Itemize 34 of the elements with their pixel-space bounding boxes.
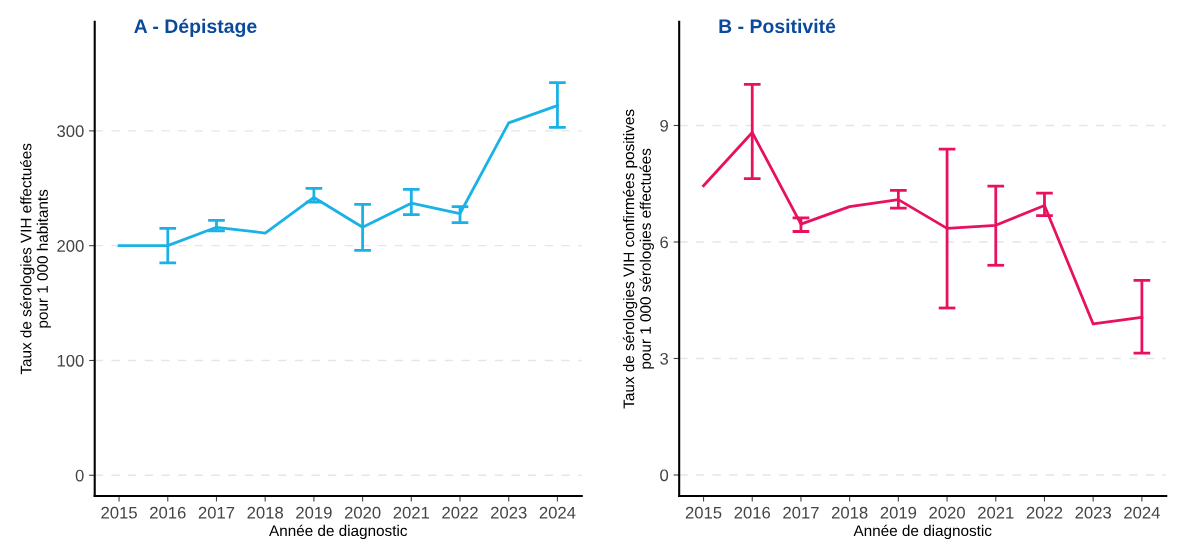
y-tick-label: 6 <box>660 236 669 249</box>
x-tick-label: 2023 <box>1075 506 1111 519</box>
x-tick-label: 2024 <box>539 506 576 519</box>
x-tick-label: 2015 <box>101 506 137 519</box>
x-tick-label: 2020 <box>344 506 381 519</box>
chart-title: A - Dépistage <box>134 18 257 38</box>
x-tick-label: 2021 <box>978 506 1014 519</box>
x-tick-label: 2019 <box>880 506 917 519</box>
x-tick-label: 2018 <box>831 506 868 519</box>
x-tick-label: 2022 <box>442 506 478 519</box>
y-tick-label: 200 <box>57 240 84 252</box>
x-tick-label: 2016 <box>734 506 771 519</box>
x-tick-label: 2017 <box>783 506 819 519</box>
x-tick-label: 2022 <box>1026 506 1063 519</box>
y-tick-label: 100 <box>57 354 84 367</box>
x-tick-label: 2016 <box>150 506 186 519</box>
x-tick-label: 2017 <box>198 506 235 519</box>
y-tick-label: 0 <box>660 469 669 482</box>
x-tick-label: 2019 <box>296 506 332 519</box>
y-tick-label: 300 <box>57 125 84 138</box>
x-tick-label: 2023 <box>491 506 527 519</box>
y-axis-title: Taux de sérologies VIH confirmées positives pour 1 000 sérologies effectuées <box>622 109 654 409</box>
y-tick-label: 9 <box>660 119 668 132</box>
y-tick-label: 0 <box>75 469 84 482</box>
x-axis-title: Année de diagnostic <box>269 524 408 540</box>
chart-title: B - Positivité <box>719 18 836 34</box>
x-tick-label: 2021 <box>393 506 430 519</box>
y-tick-label: 3 <box>660 352 669 365</box>
x-tick-label: 2015 <box>685 506 722 519</box>
x-tick-label: 2024 <box>1124 506 1160 519</box>
x-tick-label: 2018 <box>247 506 283 519</box>
x-tick-label: 2020 <box>929 506 965 519</box>
x-axis-title: Année de diagnostic <box>853 524 992 540</box>
y-axis-title: Taux de sérologies VIH effectuées pour 1 000 habitants <box>20 143 51 375</box>
